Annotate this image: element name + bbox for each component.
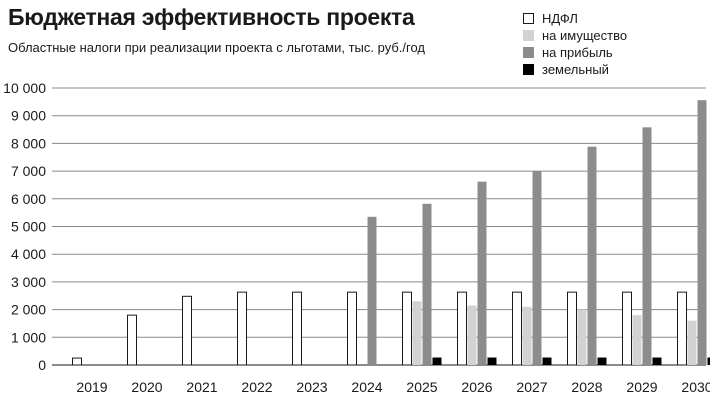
bar-2023-s0 [292, 291, 302, 366]
x-tick-label: 2026 [461, 379, 492, 395]
legend-item-land: земельный [523, 61, 627, 78]
bar-2027-s3 [542, 357, 552, 365]
x-tick-label: 2025 [406, 379, 437, 395]
y-tick-label: 1 000 [11, 329, 46, 345]
bar-2028-s2 [587, 146, 597, 365]
bar-2025-s3 [432, 357, 442, 365]
x-tick-label: 2021 [186, 379, 217, 395]
y-tick-label: 6 000 [11, 191, 46, 207]
legend-item-property: на имущество [523, 27, 627, 44]
bar-2026-s0 [457, 291, 467, 366]
y-tick-label: 7 000 [11, 163, 46, 179]
bar-2030-s0 [677, 291, 687, 366]
y-tick-label: 2 000 [11, 302, 46, 318]
y-tick-label: 9 000 [11, 108, 46, 124]
y-tick-label: 5 000 [11, 219, 46, 235]
bar-2026-s1 [467, 305, 477, 365]
bar-2024-s0 [347, 291, 357, 366]
y-tick-label: 3 000 [11, 274, 46, 290]
legend-swatch [523, 47, 534, 58]
x-tick-label: 2020 [131, 379, 162, 395]
bar-2029-s1 [632, 315, 642, 365]
bar-2028-s1 [577, 309, 587, 365]
x-tick-label: 2030 [681, 379, 710, 395]
legend-label: земельный [542, 62, 609, 77]
bar-2029-s3 [652, 357, 662, 365]
y-axis-tick-labels: 0 1 000 2 000 3 000 4 000 5 000 6 000 7 000 8 00… [3, 80, 46, 373]
y-tick-label: 10 000 [3, 80, 46, 96]
legend-label: НДФЛ [542, 11, 578, 26]
chart-title: Бюджетная эффективность проекта [8, 4, 415, 30]
x-tick-label: 2028 [571, 379, 602, 395]
bar-2027-s0 [512, 291, 522, 366]
bar-2027-s2 [532, 171, 542, 365]
bar-2028-s0 [567, 291, 577, 366]
bar-2024-s2 [367, 216, 377, 365]
x-tick-label: 2029 [626, 379, 657, 395]
x-tick-label: 2019 [76, 379, 107, 395]
gridlines [52, 87, 706, 366]
y-tick-label: 8 000 [11, 135, 46, 151]
bar-2026-s3 [487, 357, 497, 365]
legend-swatch [523, 64, 534, 75]
legend-swatch [523, 30, 534, 41]
bar-2020-s0 [127, 314, 137, 366]
bar-2022-s0 [237, 291, 247, 366]
chart-subtitle: Областные налоги при реализации проекта … [8, 40, 425, 55]
bar-2026-s2 [477, 181, 487, 365]
bar-2028-s3 [597, 357, 607, 365]
y-tick-label: 0 [38, 357, 46, 373]
x-tick-label: 2022 [241, 379, 272, 395]
bar-2029-s2 [642, 127, 652, 365]
bar-2025-s2 [422, 203, 432, 365]
bar-2027-s1 [522, 306, 532, 365]
bars [72, 100, 710, 366]
bar-2025-s0 [402, 291, 412, 366]
bar-2030-s2 [697, 100, 707, 366]
y-tick-label: 4 000 [11, 246, 46, 262]
legend-item-profit: на прибыль [523, 44, 627, 61]
legend-item-ndfl: НДФЛ [523, 10, 627, 27]
bar-2025-s1 [412, 301, 422, 365]
x-axis-tick-labels: 2019 2020 2021 2022 2023 2024 2025 2026 2027 2028… [76, 379, 710, 395]
x-tick-label: 2027 [516, 379, 547, 395]
legend: НДФЛ на имущество на прибыль земельный [523, 10, 627, 78]
legend-label: на прибыль [542, 45, 613, 60]
x-tick-label: 2024 [351, 379, 382, 395]
x-tick-label: 2023 [296, 379, 327, 395]
bar-2029-s0 [622, 291, 632, 366]
bar-2019-s0 [72, 357, 82, 366]
legend-swatch [523, 13, 534, 24]
bar-2030-s3 [707, 357, 710, 365]
legend-label: на имущество [542, 28, 628, 43]
bar-2021-s0 [182, 295, 192, 366]
bar-2030-s1 [687, 320, 697, 365]
